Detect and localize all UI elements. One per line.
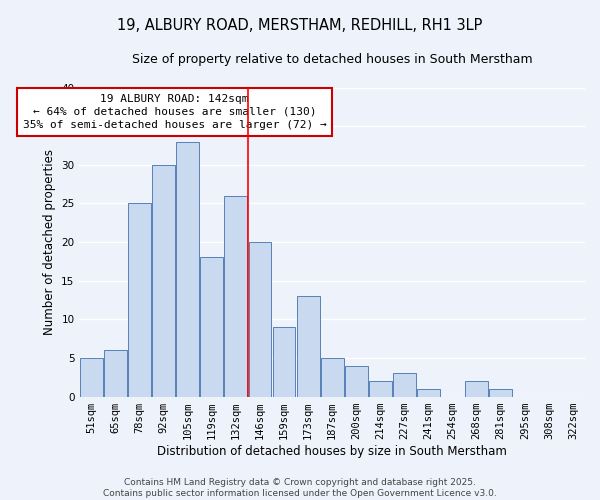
Bar (224, 196, 247, 396)
Bar (128, 204, 151, 396)
Bar (393, 374, 416, 396)
X-axis label: Distribution of detached houses by size in South Merstham: Distribution of detached houses by size … (157, 444, 507, 458)
Bar (80, 358, 103, 397)
Bar (248, 242, 271, 396)
Bar (272, 327, 295, 396)
Bar (200, 258, 223, 396)
Bar (176, 142, 199, 396)
Y-axis label: Number of detached properties: Number of detached properties (43, 149, 56, 335)
Bar (321, 358, 344, 397)
Text: Contains HM Land Registry data © Crown copyright and database right 2025.
Contai: Contains HM Land Registry data © Crown c… (103, 478, 497, 498)
Bar (152, 165, 175, 396)
Bar (417, 389, 440, 396)
Bar (345, 366, 368, 396)
Bar (296, 296, 320, 396)
Bar (104, 350, 127, 397)
Bar (489, 389, 512, 396)
Text: 19, ALBURY ROAD, MERSTHAM, REDHILL, RH1 3LP: 19, ALBURY ROAD, MERSTHAM, REDHILL, RH1 … (118, 18, 482, 32)
Title: Size of property relative to detached houses in South Merstham: Size of property relative to detached ho… (132, 52, 533, 66)
Bar (369, 381, 392, 396)
Text: 19 ALBURY ROAD: 142sqm
← 64% of detached houses are smaller (130)
35% of semi-de: 19 ALBURY ROAD: 142sqm ← 64% of detached… (23, 94, 326, 130)
Bar (465, 381, 488, 396)
